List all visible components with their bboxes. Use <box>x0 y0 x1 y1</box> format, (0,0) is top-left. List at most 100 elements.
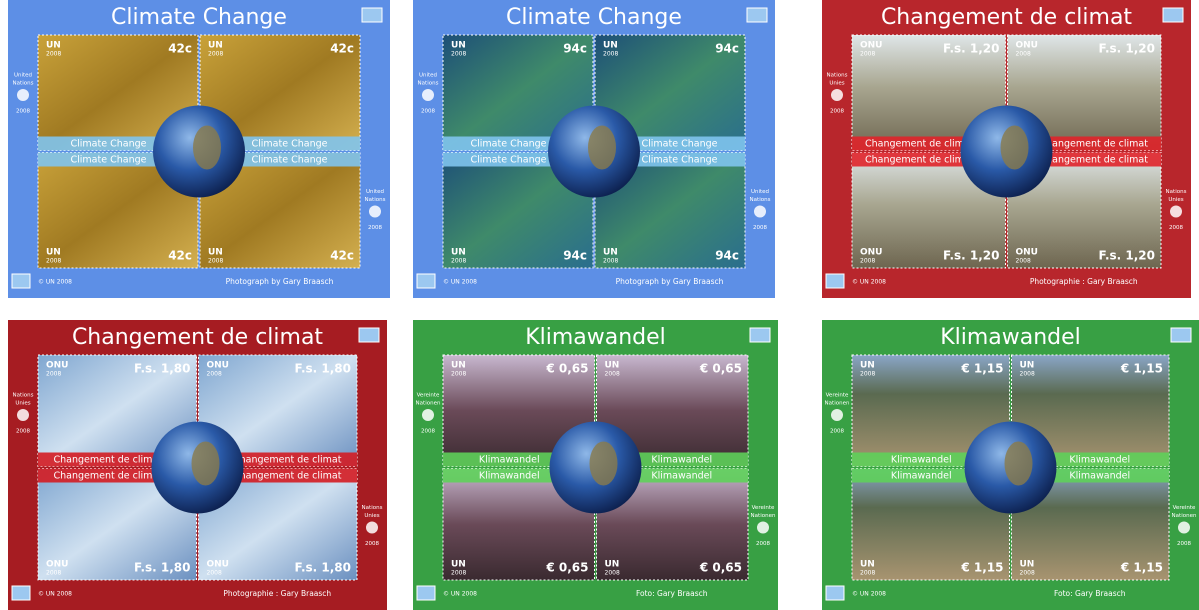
side-label: United <box>14 73 32 79</box>
stamp-denomination: € 0,65 <box>545 561 588 575</box>
side-label: 2008 <box>421 109 435 115</box>
strip-label: Changement de climat <box>865 155 974 166</box>
stamp-year: 2008 <box>860 570 875 577</box>
stamp-denomination: 42c <box>330 249 354 263</box>
un-flag <box>11 585 31 601</box>
strip-label: Klimawandel <box>891 471 952 482</box>
stamp-issuer: UN <box>46 248 61 258</box>
stamp-year: 2008 <box>207 371 222 378</box>
strip-label: Changement de climat <box>233 455 342 466</box>
un-flag <box>1170 327 1192 343</box>
stamp-issuer: UN <box>208 248 223 258</box>
stamp-year: 2008 <box>1016 258 1031 265</box>
side-label: Unies <box>15 401 30 407</box>
side-label: Nations <box>365 197 386 203</box>
un-flag <box>416 273 436 289</box>
side-label: Nations <box>1166 189 1187 195</box>
strip-label: Climate Change <box>252 155 328 166</box>
side-label: Nations <box>750 197 771 203</box>
stamp-denomination: F.s. 1,20 <box>1099 42 1155 56</box>
un-flag <box>825 585 845 601</box>
side-label: Nationen <box>825 401 850 407</box>
earth-land <box>588 125 616 170</box>
stamp-issuer: UN <box>451 41 466 51</box>
stamp-denomination: 94c <box>715 42 739 56</box>
stamp-denomination: F.s. 1,80 <box>134 362 190 376</box>
sheet-title: Climate Change <box>506 5 682 30</box>
earth-land <box>193 125 221 170</box>
strip-label: Changement de climat <box>1040 139 1149 150</box>
stamp-denomination: F.s. 1,20 <box>943 249 999 263</box>
side-label: 2008 <box>1169 225 1183 231</box>
strip-label: Changement de climat <box>54 471 163 482</box>
strip-label: Klimawandel <box>651 471 712 482</box>
stamp-year: 2008 <box>605 371 620 378</box>
side-label: Nations <box>13 81 34 87</box>
strip-label: Climate Change <box>471 139 547 150</box>
copyright: © UN 2008 <box>443 591 477 598</box>
photo-credit: Photograph by Gary Braasch <box>226 277 334 286</box>
sheet-title: Klimawandel <box>940 325 1081 350</box>
un-emblem <box>754 205 766 218</box>
strip-label: Klimawandel <box>479 471 540 482</box>
strip-label: Changement de climat <box>233 471 342 482</box>
stamp-issuer: ONU <box>46 560 69 570</box>
stamp-year: 2008 <box>46 570 61 577</box>
side-label: Vereinte <box>752 505 775 511</box>
stamp-year: 2008 <box>46 51 61 58</box>
stamp-issuer: ONU <box>46 361 69 371</box>
side-label: Unies <box>829 81 844 87</box>
stamp-issuer: UN <box>451 560 466 570</box>
stamp-denomination: 94c <box>715 249 739 263</box>
stamp-denomination: € 1,15 <box>1120 362 1163 376</box>
un-emblem <box>366 521 378 534</box>
side-label: 2008 <box>16 109 30 115</box>
un-emblem <box>831 409 843 421</box>
un-emblem <box>1178 521 1190 534</box>
sheet-title: Climate Change <box>111 5 287 30</box>
side-label: 2008 <box>753 225 767 231</box>
stamp-year: 2008 <box>1020 570 1035 577</box>
earth-land <box>1004 441 1033 486</box>
stamp-denomination: F.s. 1,20 <box>1099 249 1155 263</box>
stamp-year: 2008 <box>1016 51 1031 58</box>
strip-label: Changement de climat <box>54 455 163 466</box>
stamp-denomination: F.s. 1,80 <box>295 561 351 575</box>
stamp-year: 2008 <box>603 51 618 58</box>
earth-land <box>589 441 618 486</box>
stamp-issuer: UN <box>605 361 620 371</box>
stamp-issuer: ONU <box>207 560 230 570</box>
photo-credit: Photographie : Gary Braasch <box>223 589 331 598</box>
un-flag <box>361 7 383 23</box>
earth-land <box>1000 125 1029 170</box>
side-label: Nations <box>418 81 439 87</box>
strip-label: Climate Change <box>71 139 147 150</box>
side-label: 2008 <box>830 429 844 435</box>
sheet-title: Klimawandel <box>525 325 666 350</box>
strip-label: Klimawandel <box>1069 471 1130 482</box>
strip-label: Klimawandel <box>891 455 952 466</box>
side-label: United <box>419 73 437 79</box>
stamp-issuer: UN <box>605 560 620 570</box>
stamp-issuer: UN <box>1020 361 1035 371</box>
photo-credit: Photograph by Gary Braasch <box>616 277 724 286</box>
un-emblem <box>369 205 381 218</box>
stamp-issuer: UN <box>451 248 466 258</box>
stamp-year: 2008 <box>1020 371 1035 378</box>
side-label: 2008 <box>368 225 382 231</box>
stamp-issuer: UN <box>451 361 466 371</box>
stamp-year: 2008 <box>605 570 620 577</box>
strip-label: Climate Change <box>71 155 147 166</box>
copyright: © UN 2008 <box>443 279 477 286</box>
un-emblem <box>422 409 434 421</box>
stamp-issuer: ONU <box>1016 248 1039 258</box>
sheet-title: Changement de climat <box>881 5 1132 30</box>
stamp-issuer: ONU <box>860 248 883 258</box>
un-emblem <box>831 89 843 101</box>
stamp-year: 2008 <box>451 51 466 58</box>
stamp-issuer: UN <box>603 248 618 258</box>
side-label: Unies <box>1168 197 1183 203</box>
